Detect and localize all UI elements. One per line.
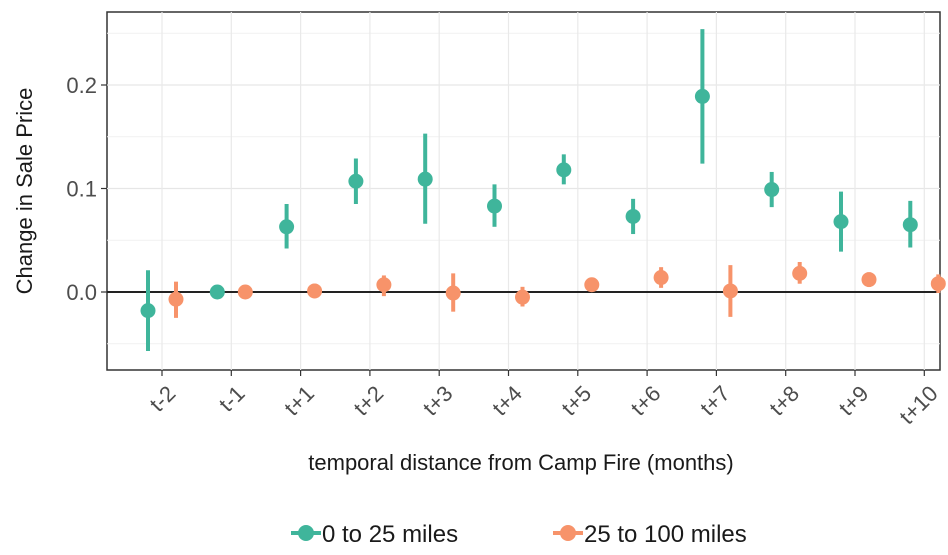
point-near (694, 88, 710, 104)
point-near (833, 214, 849, 230)
x-tick-label: t+5 (556, 381, 596, 421)
x-tick-label: t+3 (418, 381, 458, 421)
marks-layer (140, 29, 946, 351)
x-tick-label: t+4 (487, 381, 527, 421)
y-tick-label: 0.1 (66, 177, 97, 202)
point-near (625, 208, 641, 224)
point-far (722, 283, 738, 299)
y-tick-label: 0.0 (66, 280, 97, 305)
point-near (487, 198, 502, 214)
legend-key-point (560, 525, 576, 541)
point-near (279, 219, 295, 235)
point-near (348, 173, 364, 189)
legend-label: 0 to 25 miles (322, 521, 458, 548)
point-far (515, 289, 530, 305)
point-far (445, 285, 461, 301)
x-tick-label: t+9 (834, 381, 874, 421)
legend-key-point (298, 525, 314, 541)
legend: 0 to 25 miles 25 to 100 miles (291, 521, 747, 548)
x-tick-label: t+2 (349, 381, 389, 421)
point-near (556, 162, 572, 178)
legend-label: 25 to 100 miles (584, 521, 747, 548)
x-tick-label: t+1 (279, 381, 319, 421)
point-far (930, 276, 946, 292)
grid-layer (106, 11, 941, 371)
point-near (902, 217, 918, 233)
x-tick-label: t-1 (214, 381, 250, 417)
x-tick-label: t-2 (145, 381, 181, 417)
point-far (792, 265, 808, 281)
point-near (417, 171, 433, 187)
point-far (584, 277, 600, 293)
point-far (307, 283, 323, 299)
point-near (209, 284, 225, 300)
point-far (861, 272, 877, 288)
point-far (376, 277, 392, 293)
point-near (764, 182, 780, 198)
point-far (168, 291, 184, 307)
point-near (140, 303, 156, 319)
x-tick-label: t+6 (626, 381, 666, 421)
x-tick-label: t+10 (894, 381, 942, 429)
point-far (653, 270, 669, 286)
y-tick-label: 0.2 (66, 73, 97, 98)
y-axis-title: Change in Sale Price (12, 88, 37, 295)
point-far (237, 284, 253, 300)
x-tick-label: t+8 (764, 381, 804, 421)
plot-panel (106, 11, 941, 371)
x-tick-label: t+7 (695, 381, 735, 421)
x-axis-title: temporal distance from Camp Fire (months… (308, 450, 733, 475)
